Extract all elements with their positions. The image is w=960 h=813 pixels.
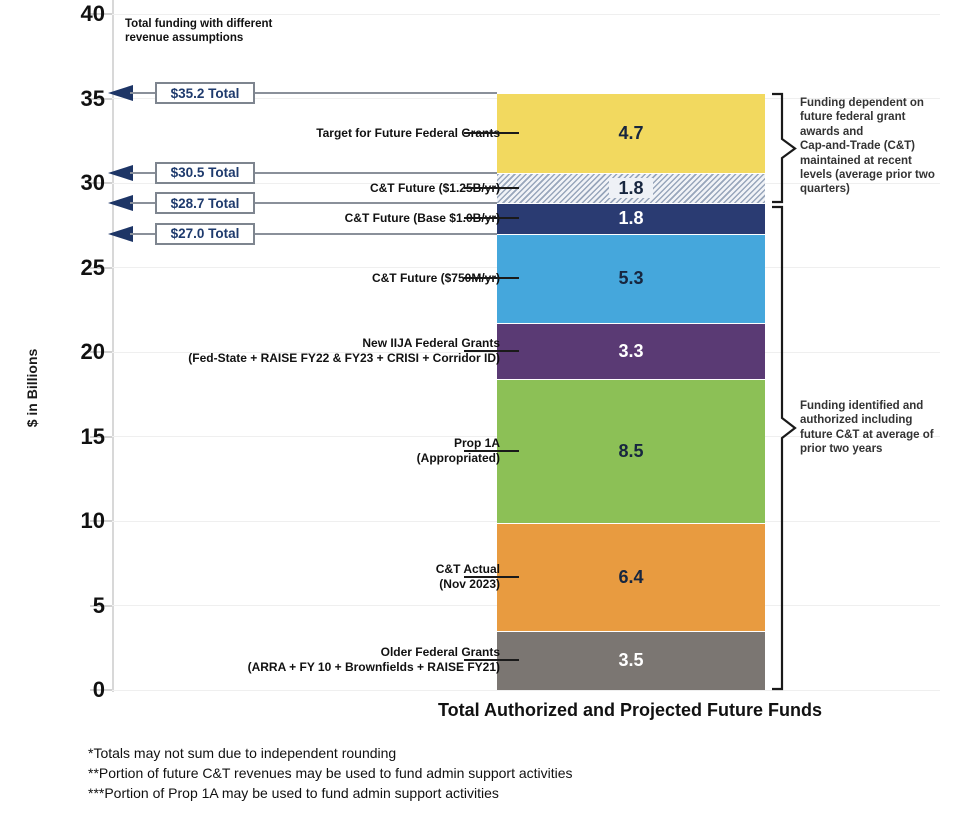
segment-label-line: C&T Future ($750M/yr) xyxy=(371,270,500,285)
y-tick-10 xyxy=(90,520,112,522)
annotation-dependent-funding: Funding dependent on future federal gran… xyxy=(800,97,935,196)
total-line-right-1 xyxy=(255,171,497,174)
segment-leader-3 xyxy=(464,350,519,353)
segment-label-0: Older Federal Grants (ARRA + FY 10 + Brow… xyxy=(130,645,500,675)
segment-label-3: New IIJA Federal Grants (Fed-State + RAIS… xyxy=(130,336,500,366)
segment-value-4: 5.3 xyxy=(618,268,644,289)
y-tick-label-30: 30 xyxy=(80,170,105,195)
x-axis-title: Total Authorized and Projected Future Fu… xyxy=(437,700,822,720)
segment-label-4: C&T Future ($750M/yr) xyxy=(130,271,500,286)
segment-1 xyxy=(497,522,765,631)
segment-value-2: 8.5 xyxy=(618,440,644,461)
segment-label-line: C&T Future (Base $1.0B/yr) xyxy=(344,210,500,225)
annotation-identified-funding: Funding identified and authorized includ… xyxy=(800,400,934,456)
y-tick-label-25: 25 xyxy=(80,254,105,280)
total-arrowhead-0 xyxy=(108,85,133,102)
segment-label-line: (Appropriated) xyxy=(416,450,500,465)
chart-note: Total funding with different revenue ass… xyxy=(125,18,273,44)
segment-label-7: Target for Future Federal Grants xyxy=(130,126,500,141)
segment-value-6: 1.8 xyxy=(497,176,765,200)
segment-label-line: Older Federal Grants xyxy=(380,645,500,660)
gridline-40 xyxy=(112,13,940,15)
total-line-right-3 xyxy=(255,232,497,235)
y-tick-0 xyxy=(90,689,112,691)
segment-0 xyxy=(497,630,765,690)
segment-leader-5 xyxy=(464,217,519,220)
y-tick-30 xyxy=(90,182,112,184)
segment-label-6: C&T Future ($1.25B/yr) xyxy=(130,181,500,196)
segment-5 xyxy=(497,203,765,234)
footnote-1: *Totals may not sum due to independent r… xyxy=(88,745,397,761)
segment-label-2: Prop 1A (Appropriated) xyxy=(130,436,500,466)
segment-leader-0 xyxy=(464,659,519,662)
segment-label-line: C&T Actual xyxy=(435,561,500,576)
total-box-1: $30.5 Total xyxy=(155,161,255,184)
y-tick-label-40: 40 xyxy=(80,1,105,26)
segment-label-line: C&T Future ($1.25B/yr) xyxy=(369,180,500,195)
bracket-upper xyxy=(772,92,797,204)
segment-label-5: C&T Future (Base $1.0B/yr) xyxy=(130,211,500,226)
total-line-left-1 xyxy=(130,171,155,174)
y-tick-35 xyxy=(90,97,112,100)
y-tick-15 xyxy=(90,435,112,438)
total-line-right-2 xyxy=(255,202,497,205)
segment-label-line: Target for Future Federal Grants xyxy=(316,125,500,140)
total-box-0: $35.2 Total xyxy=(155,82,255,105)
y-tick-5 xyxy=(90,604,112,607)
segment-value-1: 6.4 xyxy=(618,566,644,587)
y-tick-label-0: 0 xyxy=(92,677,105,702)
y-tick-40 xyxy=(90,13,112,15)
total-line-left-0 xyxy=(130,92,155,95)
y-tick-label-10: 10 xyxy=(80,508,105,533)
segment-leader-2 xyxy=(464,449,519,452)
segment-value-3: 3.3 xyxy=(618,341,644,362)
total-line-left-3 xyxy=(130,232,155,235)
y-axis-line xyxy=(112,0,114,692)
segment-label-line: New IIJA Federal Grants xyxy=(362,336,500,351)
y-tick-label-20: 20 xyxy=(80,339,105,364)
footnotes: *Totals may not sum due to independent r… xyxy=(88,743,848,803)
segment-label-line: (Nov 2023) xyxy=(439,576,500,591)
segment-value-7: 4.7 xyxy=(618,123,644,144)
total-box-3: $27.0 Total xyxy=(155,222,255,245)
segment-7 xyxy=(497,93,765,173)
y-tick-label-35: 35 xyxy=(80,85,105,111)
total-line-left-2 xyxy=(130,202,155,205)
segment-value-0: 3.5 xyxy=(618,650,644,671)
segment-4 xyxy=(497,233,765,324)
y-tick-25 xyxy=(90,266,112,269)
total-arrowhead-2 xyxy=(108,195,133,212)
bracket-lower xyxy=(772,205,797,691)
segment-leader-6 xyxy=(464,187,519,190)
footnote-2: **Portion of future C&T revenues may be … xyxy=(88,765,573,781)
segment-value-5: 1.8 xyxy=(618,208,644,229)
total-line-right-0 xyxy=(255,92,497,95)
total-box-2: $28.7 Total xyxy=(155,192,255,215)
segment-leader-1 xyxy=(464,575,519,578)
y-tick-label-15: 15 xyxy=(80,423,105,449)
segment-label-1: C&T Actual (Nov 2023) xyxy=(130,562,500,592)
segment-label-line: Prop 1A xyxy=(453,435,500,450)
y-tick-label-5: 5 xyxy=(92,592,105,618)
y-tick-20 xyxy=(90,351,112,353)
total-arrowhead-1 xyxy=(108,164,133,181)
segment-3 xyxy=(497,323,765,380)
y-axis-title: $ in Billions xyxy=(24,348,40,428)
segment-label-line: (Fed-State + RAISE FY22 & FY23 + CRISI +… xyxy=(188,351,500,366)
gridline-0 xyxy=(112,689,940,691)
footnote-3: ***Portion of Prop 1A may be used to fun… xyxy=(88,785,499,801)
segment-leader-4 xyxy=(464,277,519,280)
segment-2 xyxy=(497,379,765,523)
total-arrowhead-3 xyxy=(108,225,133,242)
segment-value-text: 1.8 xyxy=(609,178,653,199)
segment-label-line: (ARRA + FY 10 + Brownfields + RAISE FY21… xyxy=(247,660,500,675)
segment-leader-7 xyxy=(464,132,519,135)
